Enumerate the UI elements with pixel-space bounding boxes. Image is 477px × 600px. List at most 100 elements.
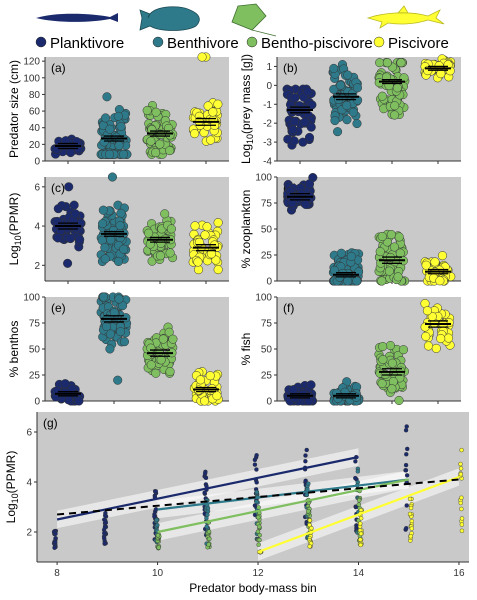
point-planktivore [404, 473, 410, 478]
legend-item-benthivore: Benthivore [139, 6, 239, 52]
point-planktivore [300, 117, 310, 127]
point-planktivore [63, 258, 73, 268]
point-bentho-piscivore [375, 247, 385, 257]
point-bentho-piscivore [151, 107, 161, 117]
point-piscivore [459, 506, 464, 512]
y-axis-label: Log10(PPMR) [4, 451, 20, 524]
point-planktivore [53, 531, 58, 537]
point-planktivore [254, 453, 259, 458]
point-bentho-piscivore [165, 130, 175, 140]
y-tick-label: 2 [34, 261, 40, 272]
point-piscivore [458, 500, 463, 506]
point-piscivore [203, 101, 213, 111]
point-piscivore [208, 107, 218, 117]
point-planktivore [288, 385, 299, 395]
point-bentho-piscivore [257, 524, 262, 529]
point-benthivore [102, 92, 112, 102]
point-piscivore [422, 306, 432, 316]
point-benthivore [306, 481, 311, 486]
point-benthivore [98, 205, 108, 215]
y-tick-label: 20 [29, 140, 41, 151]
fit-line-benthivore [157, 478, 409, 511]
panel-e: 0 25 50 75 100 (e) % benthos [7, 292, 229, 408]
point-benthivore [343, 276, 353, 286]
point-piscivore [423, 341, 434, 351]
point-planktivore [203, 475, 209, 481]
point-planktivore [65, 233, 75, 243]
point-planktivore [153, 507, 159, 512]
x-tick-label: 12 [252, 568, 264, 579]
point-piscivore [197, 52, 207, 62]
point-planktivore [287, 198, 297, 208]
point-benthivore [155, 522, 160, 528]
y-tick-label: -4 [263, 157, 272, 168]
point-piscivore [213, 99, 223, 109]
point-piscivore [458, 472, 464, 477]
point-benthivore [342, 115, 352, 125]
y-axis-label: % fish [239, 333, 253, 366]
panel-label: (c) [51, 181, 65, 195]
point-piscivore [437, 251, 448, 261]
point-bentho-piscivore [393, 272, 403, 282]
point-bentho-piscivore [156, 545, 161, 550]
point-piscivore [459, 528, 465, 534]
point-bentho-piscivore [398, 345, 409, 355]
point-piscivore [194, 265, 204, 275]
point-piscivore [307, 518, 313, 523]
point-benthivore [121, 313, 131, 323]
y-tick-label: 4 [26, 478, 32, 489]
x-axis-label: Predator body-mass bin [189, 581, 316, 595]
panel-label: (g) [43, 416, 58, 430]
point-planktivore [53, 204, 63, 214]
legend: Planktivore Benthivore Bentho-piscivore … [35, 3, 449, 52]
fit-line-bentho-piscivore [157, 478, 409, 534]
point-bentho-piscivore [206, 542, 211, 547]
point-benthivore [336, 248, 346, 258]
point-benthivore [119, 337, 130, 347]
point-piscivore [409, 526, 414, 531]
point-benthivore [105, 329, 116, 339]
point-bentho-piscivore [389, 242, 399, 252]
point-benthivore [109, 308, 119, 318]
point-piscivore [443, 333, 454, 343]
point-piscivore [408, 534, 413, 539]
point-piscivore [200, 230, 210, 240]
point-planktivore [252, 457, 258, 463]
point-benthivore [100, 254, 110, 264]
point-planktivore [303, 453, 308, 458]
x-tick-label: 10 [152, 568, 164, 579]
point-planktivore [403, 462, 409, 468]
point-piscivore [421, 331, 431, 341]
legend-label-piscivore: Piscivore [388, 35, 449, 52]
point-planktivore [304, 179, 315, 189]
point-bentho-piscivore [146, 360, 156, 370]
point-bentho-piscivore [357, 498, 362, 503]
panel-f: 0 25 50 75 100 (f) % fish [239, 293, 461, 408]
point-benthivore [329, 63, 339, 73]
point-planktivore [404, 526, 409, 531]
point-bentho-piscivore [396, 58, 406, 68]
point-planktivore [152, 514, 157, 519]
y-tick-label: 50 [261, 225, 273, 236]
y-tick-label: 50 [29, 345, 41, 356]
point-bentho-piscivore [382, 58, 392, 68]
y-tick-label: 100 [23, 293, 40, 304]
point-planktivore [303, 459, 308, 464]
point-piscivore [459, 447, 464, 453]
point-planktivore [306, 380, 316, 390]
point-planktivore [283, 134, 293, 144]
point-planktivore [74, 396, 84, 406]
point-benthivore [205, 505, 211, 511]
legend-label-planktivore: Planktivore [50, 35, 124, 52]
point-planktivore [60, 379, 70, 389]
y-tick-label: 0 [266, 397, 272, 408]
point-benthivore [355, 469, 361, 474]
panel-g: 2 4 6 8 10 12 14 16 (g) Log10(PPMR) Predator body-… [4, 412, 469, 595]
point-piscivore [408, 505, 414, 511]
point-piscivore [436, 333, 446, 344]
point-planktivore [405, 446, 410, 452]
point-benthivore [333, 127, 343, 137]
point-benthivore [352, 83, 363, 93]
point-bentho-piscivore [387, 384, 397, 394]
